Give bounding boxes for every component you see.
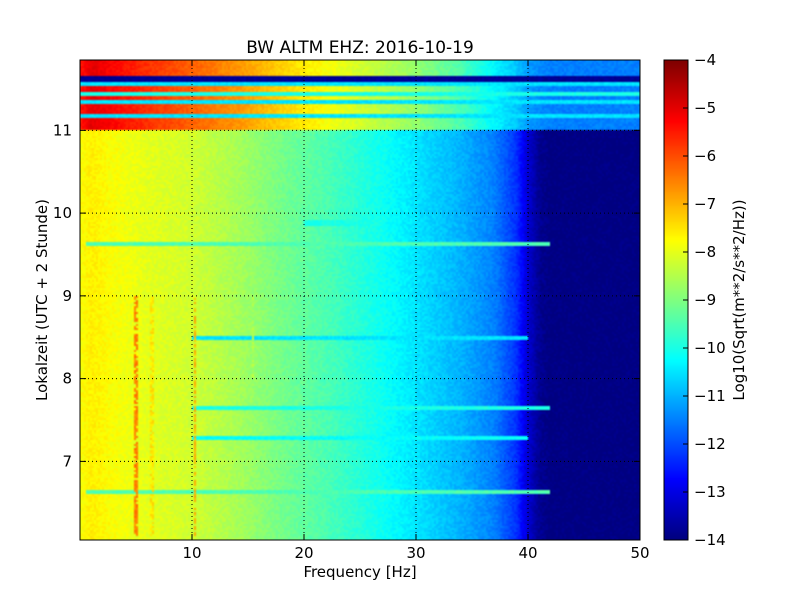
x-tick-label: 50	[630, 544, 649, 562]
colorbar-tick-label: −10	[694, 339, 726, 357]
x-tick-label: 20	[294, 544, 313, 562]
y-tick-label: 7	[62, 452, 72, 470]
colorbar-tick-label: −5	[694, 99, 716, 117]
y-tick-label: 9	[62, 287, 72, 305]
x-tick-label: 30	[406, 544, 425, 562]
colorbar-tick-label: −11	[694, 387, 726, 405]
plot-frame	[79, 59, 641, 541]
chart-title: BW ALTM EHZ: 2016-10-19	[246, 38, 474, 58]
y-tick-label: 8	[62, 370, 72, 388]
x-axis-label: Frequency [Hz]	[303, 563, 416, 581]
grid-lines	[80, 60, 640, 540]
y-axis-ticks: 7 8 9 10 11	[53, 121, 640, 470]
colorbar-ticks: −4 −5 −6 −7 −8 −9 −10 −11 −12 −13 −14	[683, 51, 726, 549]
colorbar-tick-label: −7	[694, 195, 716, 213]
colorbar-tick-label: −8	[694, 243, 716, 261]
colorbar: −4 −5 −6 −7 −8 −9 −10 −11 −12 −13 −14	[663, 51, 726, 549]
colorbar-tick-label: −13	[694, 483, 726, 501]
colorbar-tick-label: −9	[694, 291, 716, 309]
colorbar-label: Log10(Sqrt(m**2/s**2/Hz))	[730, 199, 748, 400]
plot-area: 10 20 30 40 50 7 8 9 10 11	[53, 59, 650, 562]
y-tick-label: 11	[53, 121, 72, 139]
colorbar-tick-label: −6	[694, 147, 716, 165]
y-axis-label: Lokalzeit (UTC + 2 Stunde)	[33, 199, 51, 401]
colorbar-tick-label: −12	[694, 435, 726, 453]
spectrogram-heatmap	[80, 60, 640, 540]
x-tick-label: 40	[518, 544, 537, 562]
x-tick-label: 10	[182, 544, 201, 562]
x-axis-ticks: 10 20 30 40 50	[182, 60, 650, 562]
colorbar-tick-label: −14	[694, 531, 726, 549]
y-tick-label: 10	[53, 204, 72, 222]
colorbar-tick-label: −4	[694, 51, 716, 69]
